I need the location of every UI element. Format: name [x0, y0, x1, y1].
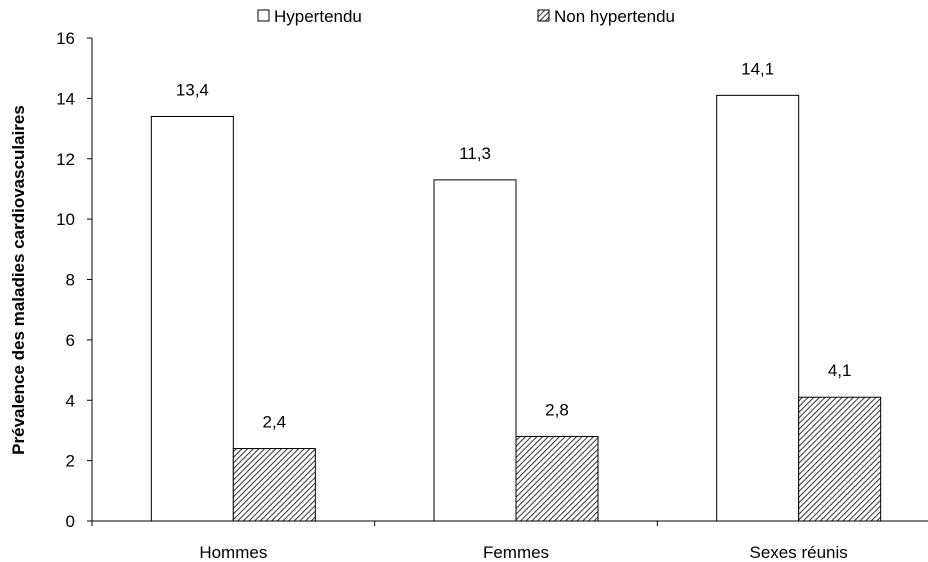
- legend-item-non-hypertendu: Non hypertendu: [537, 7, 675, 26]
- legend-swatch-hypertendu: [257, 9, 270, 22]
- data-label-non-hypertendu: 4,1: [828, 361, 852, 380]
- legend-item-hypertendu: Hypertendu: [257, 7, 362, 26]
- y-tick-label: 10: [56, 210, 75, 229]
- y-tick-label: 2: [66, 452, 75, 471]
- x-category-label: Hommes: [199, 543, 267, 562]
- bar-non-hypertendu: [515, 435, 599, 522]
- y-axis-ticks: 0 2 4 6 8 10 12 14 16: [56, 29, 93, 531]
- data-label-hypertendu: 13,4: [176, 80, 209, 99]
- legend-swatch-non-hypertendu: [537, 9, 550, 22]
- x-category-label: Sexes réunis: [750, 543, 848, 562]
- data-label-non-hypertendu: 2,4: [263, 413, 287, 432]
- bar-non-hypertendu: [232, 448, 316, 522]
- bar-hypertendu: [150, 115, 234, 522]
- y-tick-label: 6: [66, 331, 75, 350]
- y-tick-label: 16: [56, 29, 75, 48]
- legend-label-hypertendu: Hypertendu: [274, 7, 362, 26]
- x-axis: Hommes Femmes Sexes réunis: [91, 520, 928, 562]
- data-label-hypertendu: 11,3: [459, 144, 491, 163]
- y-tick-label: 8: [66, 271, 75, 290]
- y-tick-label: 0: [66, 512, 75, 531]
- legend-label-non-hypertendu: Non hypertendu: [554, 7, 675, 26]
- bar-hypertendu: [433, 179, 517, 522]
- legend: Hypertendu Non hypertendu: [257, 7, 675, 26]
- bar-non-hypertendu: [798, 396, 882, 522]
- data-label-hypertendu: 14,1: [741, 59, 774, 78]
- y-tick-label: 14: [56, 89, 75, 108]
- y-tick-label: 4: [66, 391, 75, 410]
- x-category-label: Femmes: [483, 543, 549, 562]
- y-tick-label: 12: [56, 150, 75, 169]
- data-labels: 13,4 2,4 11,3 2,8 14,1 4,1: [176, 59, 852, 431]
- data-label-non-hypertendu: 2,8: [545, 400, 569, 419]
- bar-hypertendu: [716, 94, 800, 522]
- y-axis-title: Prévalence des maladies cardiovasculaire…: [9, 105, 28, 455]
- bars: [150, 94, 882, 522]
